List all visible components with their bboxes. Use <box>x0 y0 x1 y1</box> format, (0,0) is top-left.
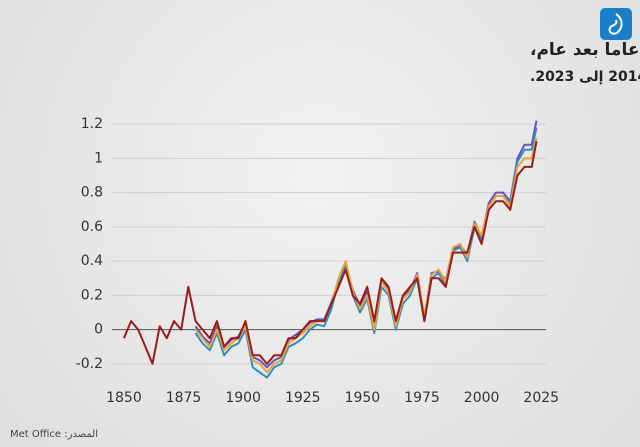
y-tick-label: 1 <box>94 150 103 166</box>
x-tick-label: 1850 <box>106 390 142 406</box>
x-tick-label: 2000 <box>464 390 500 406</box>
y-tick-label: 0.2 <box>81 287 103 303</box>
chart-title: ترتفع متوسطات درجات الحرارة العالمية عام… <box>530 40 640 60</box>
y-tick-label: 0.4 <box>81 253 103 269</box>
x-tick-label: 1975 <box>404 390 440 406</box>
y-tick-label: 0.8 <box>81 185 103 201</box>
chart-subtitle: وتتواجد أخر 10 سنوات في تاريخ القياس ضمن… <box>530 67 640 85</box>
y-tick-label: 0.6 <box>81 219 103 235</box>
series-line <box>194 137 538 374</box>
series-line <box>194 127 538 379</box>
y-tick-label: -0.2 <box>76 356 103 372</box>
x-tick-label: 1925 <box>285 390 321 406</box>
source: المصدر: Met Office <box>10 429 98 440</box>
series-line <box>122 141 538 365</box>
x-tick-label: 2025 <box>523 390 559 406</box>
x-tick-label: 1900 <box>225 390 261 406</box>
y-tick-label: 0 <box>94 322 103 338</box>
x-tick-label: 1950 <box>345 390 381 406</box>
logo <box>600 8 632 40</box>
x-tick-label: 1875 <box>166 390 202 406</box>
y-tick-label: 1.2 <box>81 116 103 132</box>
